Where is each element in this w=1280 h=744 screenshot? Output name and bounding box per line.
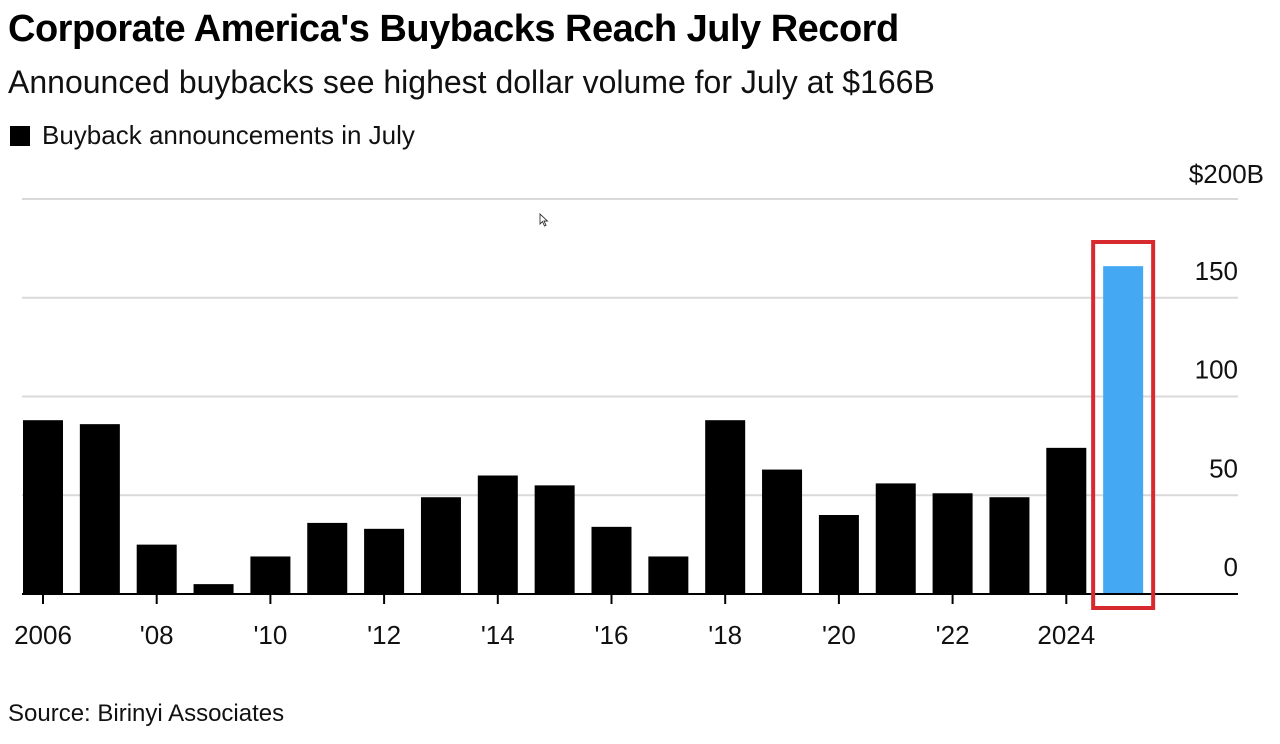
bar <box>762 469 803 594</box>
y-tick-label: $200B <box>1189 159 1264 189</box>
mouse-cursor-icon <box>539 213 549 227</box>
bar <box>1046 447 1087 594</box>
x-tick-label: 2006 <box>14 620 72 650</box>
x-tick-label: '16 <box>595 620 629 650</box>
bar <box>136 544 177 594</box>
bar <box>23 420 63 594</box>
x-tick-label: 2024 <box>1037 620 1095 650</box>
bar <box>818 515 859 594</box>
bar <box>989 497 1030 594</box>
bar <box>534 485 575 594</box>
legend-swatch <box>10 125 30 146</box>
y-tick-label: 0 <box>1224 552 1238 582</box>
x-tick-label: '08 <box>140 620 174 650</box>
bar <box>79 424 120 594</box>
bar <box>648 556 689 594</box>
x-tick-label: '12 <box>367 620 401 650</box>
bar <box>705 420 746 594</box>
chart-title: Corporate America's Buybacks Reach July … <box>8 8 899 50</box>
x-tick-label: '20 <box>822 620 856 650</box>
y-tick-label: 50 <box>1209 453 1238 483</box>
bar <box>932 493 973 594</box>
chart-source: Source: Birinyi Associates <box>8 700 285 727</box>
bar <box>364 528 405 594</box>
legend-label: Buyback announcements in July <box>42 120 415 150</box>
y-tick-label: 150 <box>1195 256 1238 286</box>
chart-legend: Buyback announcements in July <box>10 120 415 151</box>
bar <box>875 483 916 594</box>
x-tick-label: '22 <box>936 620 970 650</box>
y-tick-label: 100 <box>1195 355 1238 385</box>
bar <box>420 497 461 594</box>
x-tick-label: '10 <box>253 620 287 650</box>
bar <box>307 522 348 594</box>
highlight-box <box>1091 240 1156 610</box>
x-tick-label: '18 <box>708 620 742 650</box>
bar <box>193 584 234 594</box>
chart-subtitle: Announced buybacks see highest dollar vo… <box>8 64 935 100</box>
x-tick-label: '14 <box>481 620 515 650</box>
bar <box>477 475 518 594</box>
bar <box>250 556 291 594</box>
bar <box>591 526 632 594</box>
bar-highlighted <box>1103 266 1144 594</box>
